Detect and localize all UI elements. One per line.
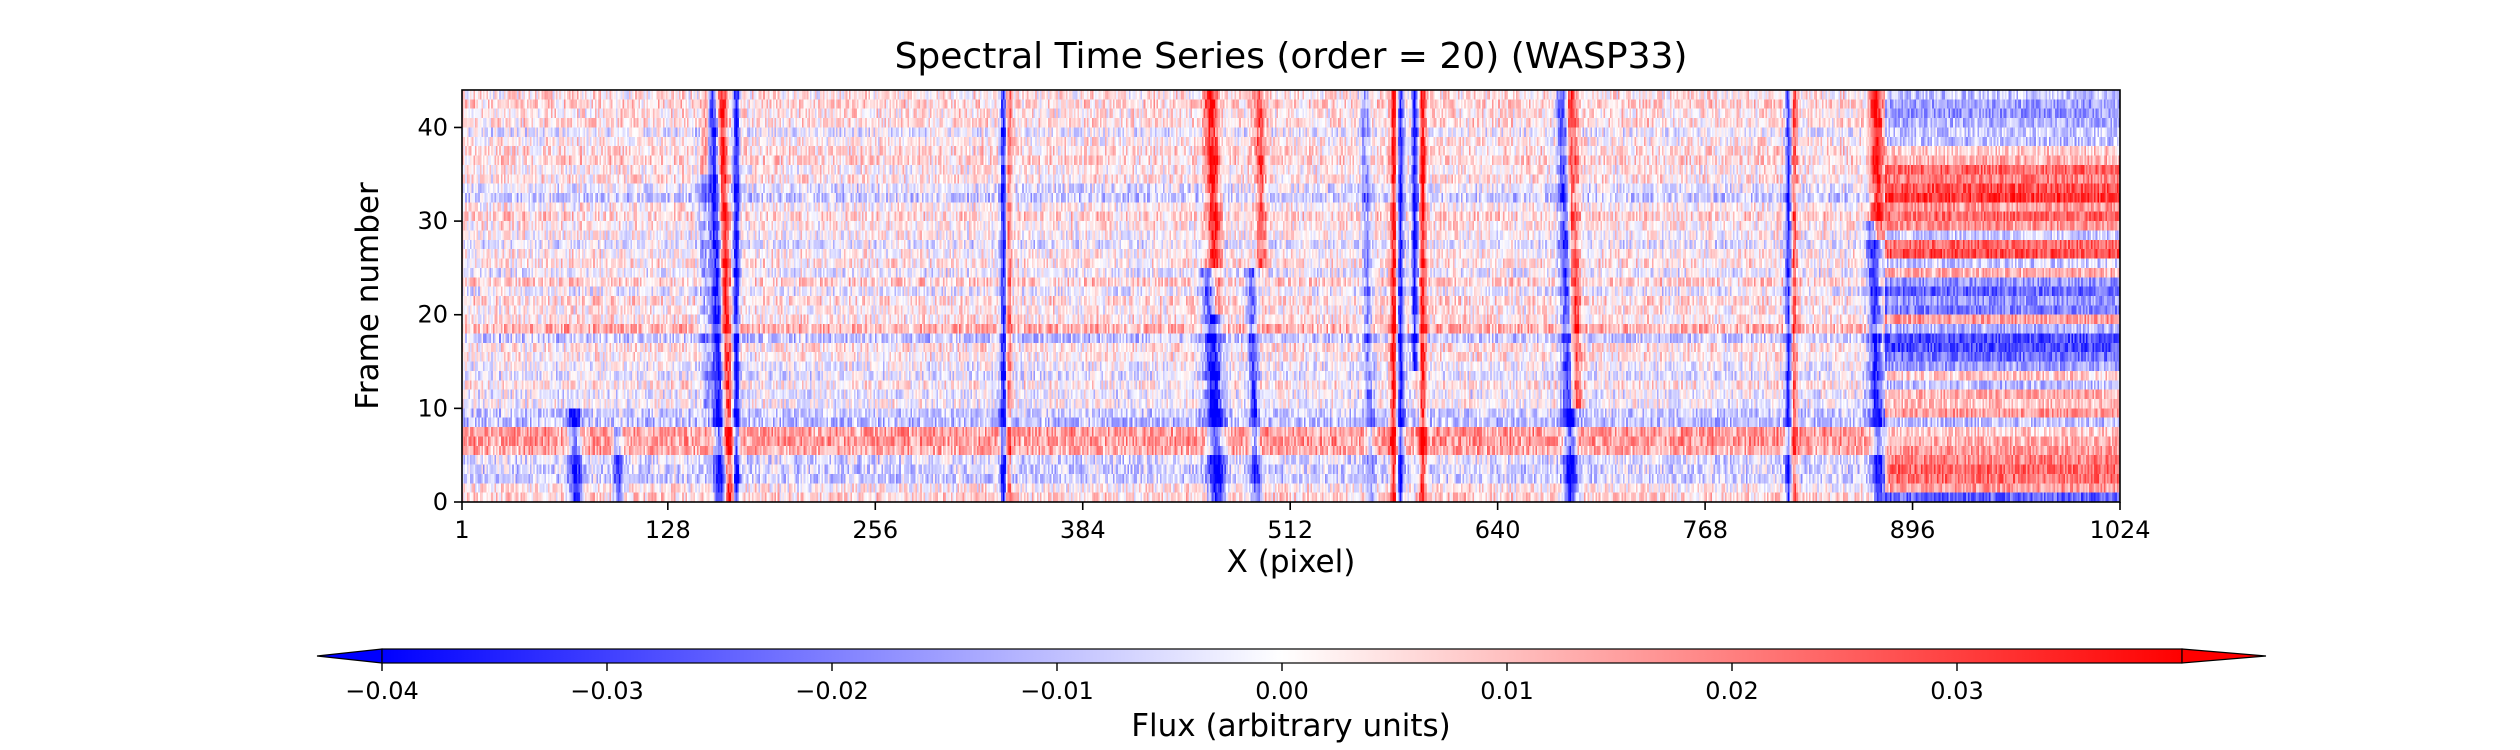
x-tick-label: 128 <box>645 516 691 544</box>
y-axis-ticks: 0 10 20 30 40 <box>417 113 462 516</box>
heatmap-image <box>462 90 2120 502</box>
x-axis-ticks: 1 128 256 384 512 640 768 896 1024 <box>454 502 2151 544</box>
colorbar-gradient <box>381 648 2183 664</box>
colorbar-label: Flux (arbitrary units) <box>1131 708 1451 744</box>
y-tick-label: 30 <box>417 207 448 235</box>
x-tick-label: 640 <box>1475 516 1521 544</box>
x-tick-label: 1024 <box>2089 516 2150 544</box>
colorbar-ticks: −0.04 −0.03 −0.02 −0.01 0.00 0.01 0.02 0.03 <box>345 663 1984 705</box>
y-tick-label: 0 <box>433 488 448 516</box>
colorbar-tick-label: 0.02 <box>1705 677 1758 705</box>
colorbar-tick-label: 0.01 <box>1480 677 1533 705</box>
y-axis-label: Frame number <box>350 182 386 410</box>
y-tick-label: 40 <box>417 113 448 141</box>
colorbar-tick-label: 0.03 <box>1930 677 1983 705</box>
colorbar-tick-label: −0.01 <box>1020 677 1094 705</box>
colorbar-extend-low <box>316 648 383 664</box>
plot-frame <box>461 89 2121 503</box>
colorbar-tick-label: −0.03 <box>570 677 644 705</box>
y-tick-label: 10 <box>417 394 448 422</box>
x-axis-label: X (pixel) <box>1227 544 1356 580</box>
x-tick-label: 768 <box>1682 516 1728 544</box>
colorbar-extend-high <box>2181 648 2267 664</box>
heatmap-plot <box>461 89 2121 503</box>
x-tick-label: 384 <box>1060 516 1106 544</box>
x-tick-label: 256 <box>852 516 898 544</box>
x-tick-label: 512 <box>1267 516 1313 544</box>
x-tick-label: 1 <box>454 516 469 544</box>
colorbar-tick-label: −0.02 <box>795 677 869 705</box>
colorbar: −0.04 −0.03 −0.02 −0.01 0.00 0.01 0.02 0.03 Flu… <box>316 648 2267 744</box>
colorbar-tick-label: −0.04 <box>345 677 419 705</box>
colorbar-tick-label: 0.00 <box>1255 677 1308 705</box>
y-tick-label: 20 <box>417 301 448 329</box>
chart-title: Spectral Time Series (order = 20) (WASP3… <box>895 36 1688 77</box>
x-tick-label: 896 <box>1890 516 1936 544</box>
